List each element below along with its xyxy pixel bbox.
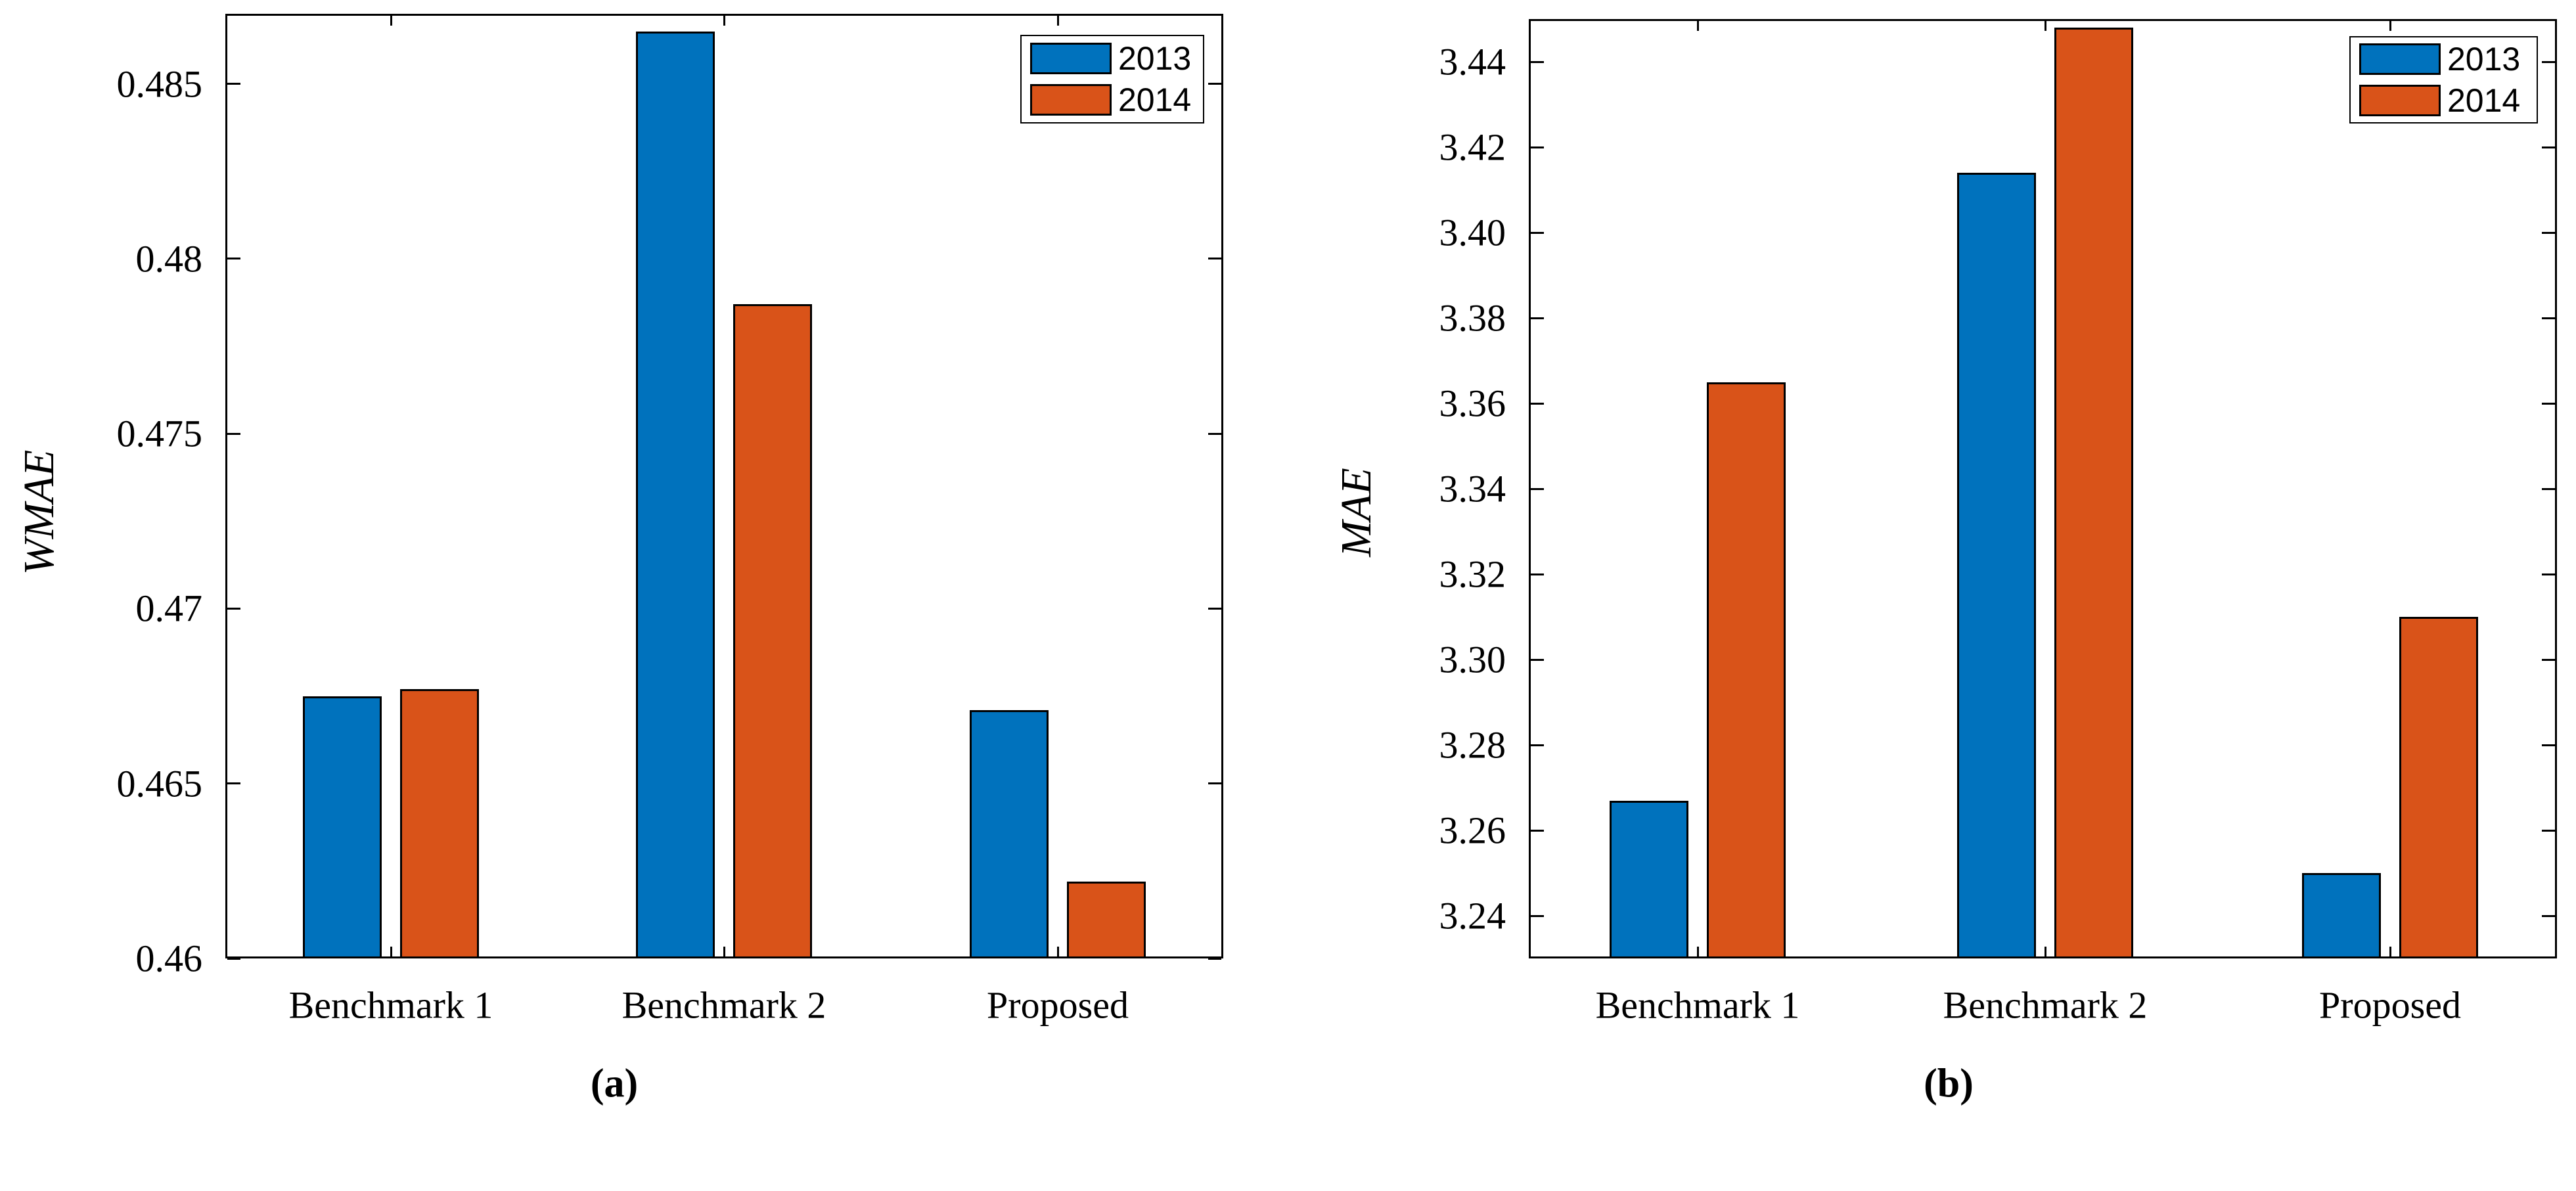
- legend-swatch-2013: [1030, 43, 1112, 74]
- y-tick-right: [2542, 658, 2555, 661]
- y-tick: [1531, 146, 1544, 148]
- legend-a: 2013 2014: [1020, 35, 1204, 124]
- y-tick: [1531, 829, 1544, 832]
- y-tick: [1531, 317, 1544, 319]
- figure-caption-b: (b): [1924, 1061, 1974, 1106]
- bar-2014-proposed: [1067, 881, 1146, 958]
- y-tick-label: 3.34: [1439, 467, 1506, 510]
- legend-label-2014: 2014: [2447, 82, 2521, 119]
- y-tick: [1531, 573, 1544, 575]
- y-tick-right: [2542, 829, 2555, 832]
- y-tick: [1531, 60, 1544, 63]
- y-tick: [1531, 744, 1544, 746]
- y-tick-right: [2542, 744, 2555, 746]
- x-tick-top: [1056, 16, 1059, 26]
- x-tick-label: Benchmark 2: [621, 983, 826, 1027]
- y-tick: [227, 432, 240, 435]
- y-tick-label: 3.38: [1439, 296, 1506, 340]
- x-tick-top: [390, 16, 392, 26]
- y-tick: [227, 957, 240, 960]
- y-tick: [1531, 487, 1544, 490]
- y-tick: [1531, 402, 1544, 405]
- x-tick-bottom: [390, 947, 392, 956]
- y-tick-right: [2542, 146, 2555, 148]
- y-tick-right: [2542, 487, 2555, 490]
- y-tick-right: [1208, 957, 1221, 960]
- y-tick-right: [1208, 83, 1221, 85]
- x-tick-bottom: [1696, 947, 1699, 956]
- y-tick: [1531, 658, 1544, 661]
- y-tick-label: 3.24: [1439, 894, 1506, 937]
- y-tick-label: 3.32: [1439, 552, 1506, 596]
- y-tick-label: 0.465: [116, 762, 203, 805]
- y-tick-label: 0.485: [116, 62, 203, 106]
- x-tick-top: [1696, 21, 1699, 31]
- y-tick-label: 0.46: [135, 937, 203, 980]
- bar-2014-benchmark-2: [733, 304, 812, 958]
- x-tick-top: [723, 16, 725, 26]
- axis-box: [225, 14, 1223, 958]
- bar-2014-benchmark-1: [400, 688, 479, 958]
- y-tick-right: [2542, 402, 2555, 405]
- y-tick: [227, 782, 240, 785]
- y-tick: [227, 258, 240, 260]
- axis-box: [1529, 19, 2557, 958]
- x-tick-top: [2389, 21, 2391, 31]
- y-tick-label: 3.42: [1439, 125, 1506, 169]
- y-tick-right: [2542, 231, 2555, 234]
- legend-entry-2014: 2014: [2359, 84, 2537, 117]
- y-tick-right: [1208, 432, 1221, 435]
- legend-entry-2013: 2013: [2359, 43, 2537, 76]
- legend-swatch-2014: [1030, 84, 1112, 116]
- x-tick-bottom: [2389, 947, 2391, 956]
- legend-label-2014: 2014: [1118, 81, 1192, 118]
- legend-entry-2013: 2013: [1030, 42, 1203, 75]
- y-tick: [227, 83, 240, 85]
- bar-2013-benchmark-2: [1957, 173, 2036, 958]
- y-tick-label: 3.26: [1439, 809, 1506, 852]
- bar-2014-proposed: [2399, 617, 2478, 958]
- y-tick-right: [2542, 317, 2555, 319]
- y-tick-label: 3.44: [1439, 40, 1506, 83]
- bar-2013-benchmark-2: [636, 31, 715, 958]
- y-tick-label: 0.475: [116, 412, 203, 455]
- x-tick-bottom: [1056, 947, 1059, 956]
- legend-label-2013: 2013: [2447, 41, 2521, 78]
- y-tick: [1531, 231, 1544, 234]
- x-tick-bottom: [2044, 947, 2046, 956]
- x-tick-label: Proposed: [2319, 983, 2461, 1027]
- y-tick-right: [1208, 258, 1221, 260]
- y-tick-label: 0.48: [135, 237, 203, 281]
- y-tick-label: 0.47: [135, 587, 203, 630]
- x-tick-bottom: [723, 947, 725, 956]
- bar-2013-benchmark-1: [303, 696, 382, 958]
- legend-b: 2013 2014: [2349, 36, 2538, 124]
- y-tick-label: 3.40: [1439, 211, 1506, 254]
- x-tick-label: Proposed: [987, 983, 1129, 1027]
- x-tick-label: Benchmark 2: [1943, 983, 2148, 1027]
- x-tick-top: [2044, 21, 2046, 31]
- figure-caption-a: (a): [590, 1061, 639, 1106]
- bar-2014-benchmark-2: [2054, 28, 2133, 958]
- x-tick-label: Benchmark 1: [1595, 983, 1800, 1027]
- legend-swatch-2014: [2359, 85, 2441, 116]
- legend-label-2013: 2013: [1118, 40, 1192, 77]
- y-tick-label: 3.30: [1439, 638, 1506, 681]
- y-tick-label: 3.28: [1439, 723, 1506, 767]
- legend-swatch-2013: [2359, 43, 2441, 75]
- y-tick-right: [2542, 914, 2555, 917]
- bar-2014-benchmark-1: [1707, 382, 1786, 958]
- y-tick: [1531, 914, 1544, 917]
- y-tick-right: [2542, 60, 2555, 63]
- y-tick-right: [1208, 607, 1221, 610]
- x-tick-label: Benchmark 1: [288, 983, 493, 1027]
- bar-2013-benchmark-1: [1610, 800, 1688, 958]
- y-tick-right: [2542, 573, 2555, 575]
- y-tick-right: [1208, 782, 1221, 785]
- y-tick: [227, 607, 240, 610]
- legend-entry-2014: 2014: [1030, 83, 1203, 116]
- y-tick-label: 3.36: [1439, 382, 1506, 425]
